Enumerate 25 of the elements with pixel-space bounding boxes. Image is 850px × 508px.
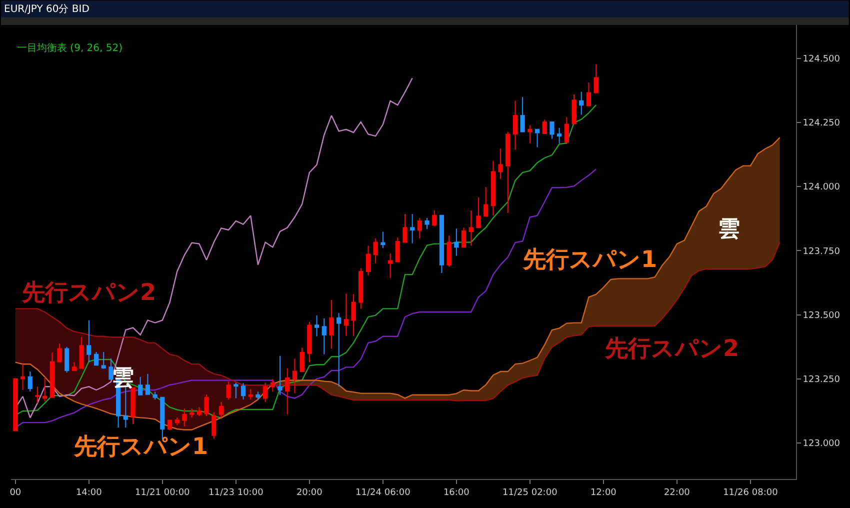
y-tick-label: 123.250 [802, 375, 840, 386]
annotation: 一目均衡表 (9, 26, 52) [17, 42, 123, 54]
x-tick-label: 20:00 [296, 488, 323, 498]
annotation: 先行スパン2 [604, 336, 740, 362]
annotation: 先行スパン2 [21, 280, 156, 306]
x-tick-label: 22:00 [664, 488, 690, 498]
y-tick-label: 124.250 [802, 118, 840, 129]
x-tick-label: 16:00 [443, 488, 470, 498]
annotation: 先行スパン1 [522, 247, 658, 273]
y-tick-label: 123.500 [802, 310, 840, 321]
y-tick-label: 123.000 [802, 439, 840, 450]
x-tick-label: 14:00 [76, 488, 102, 498]
chart-title: EUR/JPY 60分 BID [4, 3, 90, 15]
x-tick-label: 11/21 00:00 [135, 488, 190, 498]
y-tick-label: 124.500 [802, 54, 840, 64]
x-tick-label: 11/26 08:00 [723, 488, 778, 498]
annotation: 先行スパン1 [73, 434, 208, 460]
x-tick-label: 11/23 10:00 [208, 488, 264, 498]
y-tick-label: 124.000 [802, 182, 840, 193]
x-tick-label: 11/25 02:00 [502, 488, 558, 498]
x-tick-label: 12:00 [590, 488, 617, 498]
x-tick-label: 00 [10, 488, 22, 498]
annotation: 雲 [718, 217, 740, 242]
x-tick-label: 11/24 06:00 [356, 488, 411, 498]
y-tick-label: 123.750 [802, 246, 840, 257]
